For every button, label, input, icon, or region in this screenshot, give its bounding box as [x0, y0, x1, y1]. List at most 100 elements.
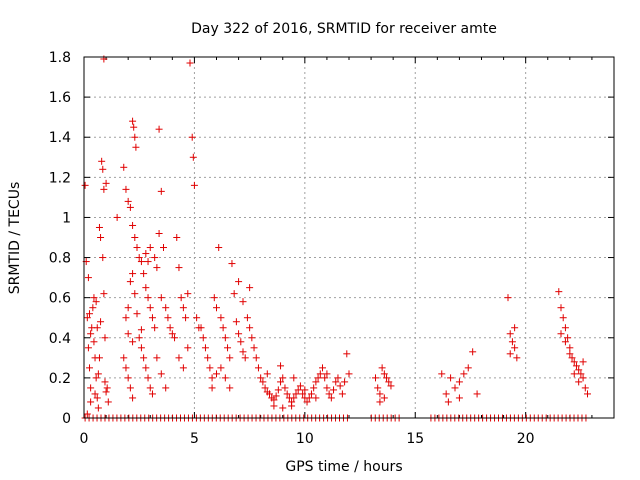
- data-point: [235, 278, 243, 286]
- data-point: [464, 364, 472, 372]
- y-tick-label: 0.2: [49, 371, 71, 387]
- data-point: [157, 294, 165, 302]
- data-point: [270, 396, 278, 404]
- data-point: [93, 394, 101, 402]
- data-point: [250, 344, 258, 352]
- data-point: [184, 344, 192, 352]
- x-tick-label: 20: [517, 431, 535, 447]
- data-point: [228, 260, 236, 268]
- data-point: [90, 294, 98, 302]
- data-point: [101, 378, 109, 386]
- data-point: [261, 384, 269, 392]
- data-point: [135, 334, 143, 342]
- y-tick-label: 1.6: [49, 90, 71, 106]
- data-point: [153, 354, 161, 362]
- data-point: [219, 324, 227, 332]
- data-point: [162, 384, 170, 392]
- data-point: [557, 330, 565, 338]
- data-point: [564, 334, 572, 342]
- data-point: [146, 384, 154, 392]
- data-point: [263, 370, 271, 378]
- data-point: [129, 270, 137, 278]
- data-point: [387, 382, 395, 390]
- data-point: [259, 378, 267, 386]
- data-point: [131, 133, 139, 141]
- x-tick-label: 0: [80, 431, 89, 447]
- data-point: [213, 304, 220, 312]
- data-point: [122, 364, 130, 372]
- data-point: [385, 378, 393, 386]
- data-point: [91, 390, 99, 398]
- data-point: [314, 374, 322, 382]
- data-point: [142, 364, 150, 372]
- data-point: [201, 344, 209, 352]
- data-point: [122, 185, 130, 193]
- data-point: [511, 324, 519, 332]
- data-point: [113, 213, 121, 221]
- data-point: [239, 348, 247, 356]
- data-point: [93, 324, 101, 332]
- data-point: [257, 374, 265, 382]
- data-point: [144, 374, 152, 382]
- data-point: [374, 384, 382, 392]
- data-point: [555, 288, 563, 296]
- data-point: [131, 290, 139, 298]
- data-point: [124, 304, 132, 312]
- data-point: [144, 294, 152, 302]
- data-point: [210, 294, 218, 302]
- data-point: [186, 59, 194, 67]
- data-point: [561, 338, 569, 346]
- y-tick-label: 1.8: [49, 50, 71, 66]
- data-point: [133, 244, 141, 252]
- data-point: [87, 384, 95, 392]
- data-point: [182, 314, 190, 322]
- data-point: [177, 294, 185, 302]
- data-point: [213, 370, 220, 378]
- data-point: [100, 185, 108, 193]
- grid: [84, 57, 614, 418]
- data-point: [279, 404, 287, 412]
- data-point: [217, 314, 225, 322]
- data-point: [133, 310, 141, 318]
- data-point: [283, 390, 291, 398]
- data-point: [126, 203, 134, 211]
- data-point: [193, 314, 201, 322]
- data-point: [508, 338, 516, 346]
- data-point: [506, 350, 514, 358]
- y-tick-label: 1.2: [49, 170, 71, 186]
- data-point: [221, 334, 229, 342]
- x-tick-labels: 0 5 10 15 20: [80, 431, 535, 447]
- data-point: [137, 258, 145, 266]
- data-point: [226, 354, 234, 362]
- x-tick-label: 15: [406, 431, 424, 447]
- data-point: [579, 358, 587, 366]
- data-point: [129, 117, 137, 125]
- data-point: [343, 350, 351, 358]
- data-point: [81, 181, 89, 189]
- data-point: [83, 410, 91, 418]
- data-point: [577, 370, 585, 378]
- data-point: [334, 374, 342, 382]
- data-point: [566, 344, 574, 352]
- data-point: [97, 234, 105, 241]
- x-tick-label: 5: [190, 431, 199, 447]
- data-point: [94, 370, 102, 378]
- data-point: [248, 334, 256, 342]
- data-point: [157, 370, 165, 378]
- data-point: [239, 298, 247, 306]
- data-point: [312, 378, 320, 386]
- data-point: [570, 370, 578, 378]
- data-point: [175, 354, 183, 362]
- data-point: [142, 250, 150, 258]
- data-point: [380, 394, 388, 402]
- data-point: [208, 374, 216, 382]
- data-point: [215, 244, 223, 252]
- data-point: [173, 234, 181, 241]
- data-point: [226, 384, 234, 392]
- data-point: [243, 314, 251, 322]
- data-point: [160, 244, 167, 252]
- data-point: [87, 398, 95, 406]
- data-point: [345, 370, 353, 378]
- data-point: [124, 330, 132, 338]
